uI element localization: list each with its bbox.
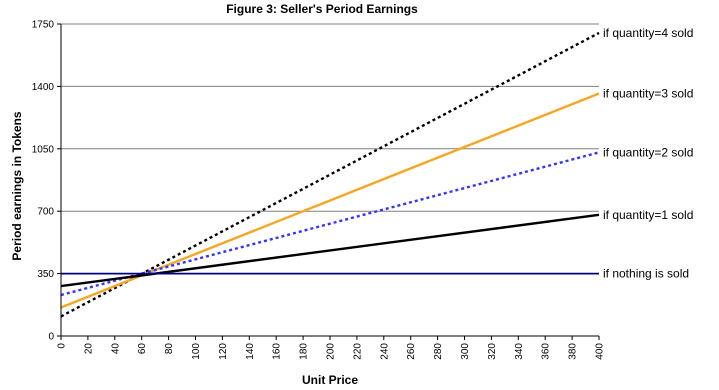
- series-label-4: if quantity=1 sold: [603, 208, 693, 222]
- series-label-3: if quantity=2 sold: [603, 145, 693, 159]
- x-tick-label: 80: [164, 343, 175, 355]
- x-tick-label: 300: [460, 343, 471, 360]
- x-tick-label: 360: [541, 343, 552, 360]
- series-label-1: if quantity=4 sold: [603, 26, 693, 40]
- x-tick-label: 180: [299, 343, 310, 360]
- series-layer: [60, 31, 600, 318]
- x-tick-label: 320: [487, 343, 498, 360]
- x-tick-label: 120: [218, 343, 229, 360]
- x-tick-label: 20: [83, 343, 94, 355]
- y-tick-layer: 0 350 700 1050 1400 1750: [32, 20, 61, 343]
- y-tick-label: 1750: [32, 20, 55, 31]
- x-tick-label: 200: [326, 343, 337, 360]
- y-tick-label: 700: [37, 207, 54, 218]
- series-line-1: [60, 31, 600, 318]
- x-tick-label: 140: [245, 343, 256, 360]
- grid-layer: [61, 23, 599, 275]
- x-tick-label: 340: [514, 343, 525, 360]
- y-tick-label: 1400: [32, 82, 55, 93]
- x-tick-layer: 0 20 40 60 80 100 120 140 160 180 200 220 240 260 280 3…: [57, 336, 606, 360]
- x-tick-label: 100: [191, 343, 202, 360]
- x-tick-label: 380: [568, 343, 579, 360]
- y-tick-label: 0: [48, 332, 54, 343]
- axes-layer: [60, 24, 599, 337]
- series-line-3: [60, 151, 600, 297]
- x-tick-label: 260: [406, 343, 417, 360]
- x-tick-label: 40: [110, 343, 121, 355]
- y-axis-title: Period earnings in Tokens: [10, 111, 24, 260]
- x-tick-label: 220: [352, 343, 363, 360]
- y-tick-label: 350: [37, 269, 54, 280]
- y-tick-label: 1050: [32, 144, 55, 155]
- series-label-2: if quantity=3 sold: [603, 87, 693, 101]
- chart-title: Figure 3: Seller's Period Earnings: [226, 2, 418, 16]
- x-tick-label: 0: [57, 343, 68, 349]
- x-tick-label: 240: [379, 343, 390, 360]
- x-tick-label: 280: [433, 343, 444, 360]
- x-axis-title: Unit Price: [302, 373, 358, 387]
- x-tick-label: 160: [272, 343, 283, 360]
- series-line-4: [60, 213, 600, 288]
- x-tick-label: 60: [137, 343, 148, 355]
- series-label-5: if nothing is sold: [603, 267, 689, 281]
- series-label-layer: if quantity=4 sold if quantity=3 sold if q…: [603, 26, 693, 281]
- x-tick-label: 400: [595, 343, 606, 360]
